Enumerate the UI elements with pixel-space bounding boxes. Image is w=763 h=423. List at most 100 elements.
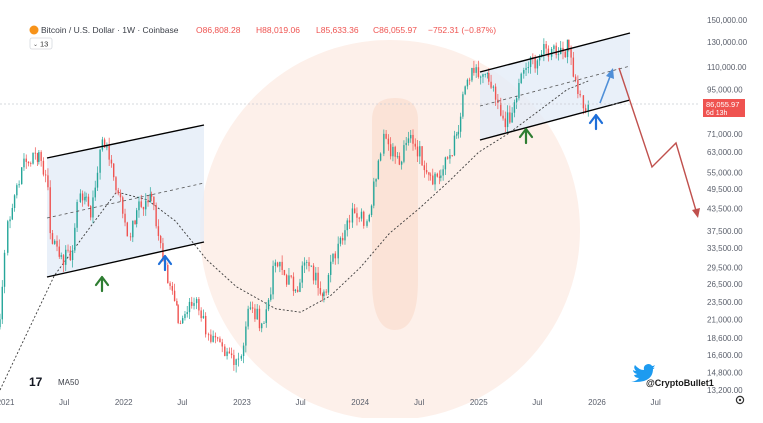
candle-body (191, 301, 193, 306)
x-tick-label: 2026 (588, 398, 606, 407)
projection-red-arrowhead (692, 208, 700, 218)
settings-gear-icon[interactable] (735, 395, 745, 405)
candle-body (281, 261, 283, 270)
candle-body (96, 172, 99, 188)
candle-body (108, 144, 110, 160)
candle-body (44, 174, 47, 176)
candle-body (256, 308, 258, 320)
candle-body (547, 48, 550, 57)
tradingview-logo[interactable]: 17 (29, 375, 43, 389)
candle-body (584, 108, 587, 112)
candle-body (285, 275, 288, 285)
candle-body (473, 67, 475, 73)
candle-body (122, 197, 124, 214)
current-price-tag[interactable]: 86,055.97 6d 13h (703, 99, 745, 117)
candle-body (224, 346, 226, 357)
candle-body (434, 173, 436, 185)
channel-right-lower[interactable] (479, 99, 631, 141)
candle-body (488, 73, 490, 82)
candle-body (308, 262, 310, 267)
candle-body (405, 142, 407, 146)
candle-body (410, 134, 412, 139)
candle-body (149, 193, 152, 203)
candle-body (129, 236, 132, 238)
candle-body (403, 145, 405, 162)
x-tick-label: Jul (651, 398, 661, 407)
candle-body (94, 187, 96, 198)
candle-body (56, 240, 58, 247)
ohlc-open: O86,808.28 (196, 25, 241, 35)
candle-body (444, 157, 447, 170)
tv-logo-icon: 17 (29, 375, 43, 389)
ohlc-change: −752.31 (−0.87%) (428, 25, 496, 35)
candle-body (579, 93, 581, 96)
y-tick-label: 110,000.00 (707, 63, 747, 72)
candle-body (272, 265, 274, 295)
candle-body (553, 45, 555, 49)
candle-body (294, 289, 297, 292)
indicator-toggle[interactable]: ⌄ 13 (29, 37, 53, 50)
candle-body (446, 157, 449, 159)
candle-body (319, 288, 322, 294)
channel-left-upper[interactable] (46, 124, 205, 159)
candle-body (323, 291, 325, 297)
candle-body (375, 179, 377, 182)
candle-body (49, 187, 51, 234)
candle-body (254, 308, 256, 320)
candle-body (42, 160, 45, 175)
candle-body (327, 274, 330, 293)
candle-body (247, 308, 249, 327)
candle-body (230, 353, 233, 356)
candle-body (87, 196, 90, 207)
candle-body (534, 57, 536, 69)
channel-right-upper[interactable] (479, 32, 631, 73)
green-up-arrow-left (94, 275, 110, 293)
symbol-title[interactable]: Bitcoin / U.S. Dollar · 1W · Coinbase (41, 25, 179, 35)
legend[interactable]: Bitcoin / U.S. Dollar · 1W · Coinbase O8… (29, 25, 497, 50)
candle-body (356, 213, 358, 218)
candle-body (79, 193, 82, 202)
candle-body (184, 314, 186, 319)
candle-body (432, 175, 434, 185)
candle-body (162, 243, 164, 262)
candle-body (387, 138, 390, 145)
candle-body (242, 345, 245, 357)
candle-body (212, 335, 214, 342)
candle-body (453, 135, 456, 156)
candle-body (383, 133, 385, 154)
candle-body (566, 39, 569, 58)
y-tick-label: 14,800.00 (707, 369, 743, 378)
candle-body (296, 289, 299, 292)
blue-up-arrow-right (588, 113, 604, 131)
candle-body (155, 205, 157, 227)
candle-body (423, 165, 426, 171)
candle-body (71, 250, 74, 261)
x-tick-label: Jul (295, 398, 305, 407)
candle-body (368, 214, 370, 222)
ma50-path (0, 80, 589, 391)
candle-body (84, 197, 86, 201)
price-axis[interactable]: 150,000.00 130,000.00 110,000.00 95,000.00 8… (707, 16, 748, 395)
candle-body (536, 60, 539, 69)
candle-body (525, 67, 527, 71)
green-up-arrow-right (518, 127, 534, 145)
candle-body (124, 213, 126, 223)
watermark: @CryptoBullet1 (628, 364, 714, 388)
y-tick-label: 43,500.00 (707, 204, 743, 213)
candle-body (373, 181, 375, 206)
candle-body (276, 262, 279, 267)
candle-body (169, 283, 171, 286)
candle-body (54, 240, 56, 244)
time-axis[interactable]: 2021 Jul 2022 Jul 2023 Jul 2024 Jul 2025 Jul 2026 J… (0, 398, 661, 407)
candle-body (330, 261, 332, 275)
candle-body (379, 153, 382, 161)
candle-body (62, 255, 65, 265)
candle-body (251, 307, 254, 309)
channel-left-lower[interactable] (46, 241, 205, 278)
candle-body (65, 249, 67, 265)
x-tick-label: 2023 (233, 398, 251, 407)
candle-body (570, 47, 572, 58)
candle-body (249, 307, 252, 309)
